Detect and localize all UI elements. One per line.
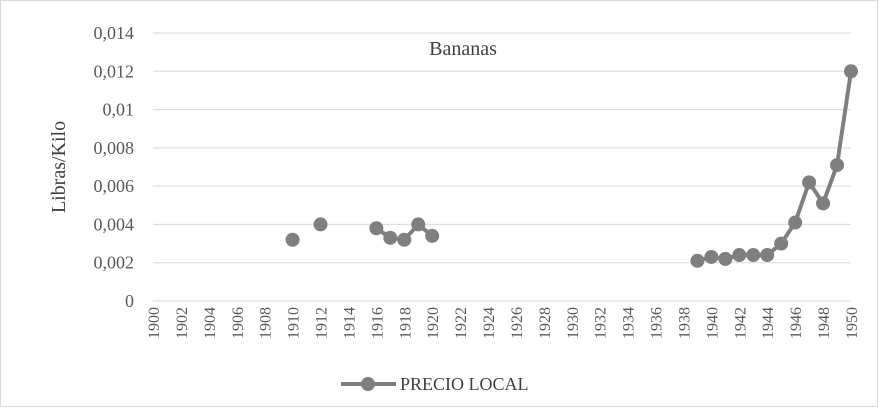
x-tick-label: 1942 (732, 307, 749, 339)
gridlines (153, 32, 851, 264)
x-tick-label: 1944 (760, 307, 777, 339)
data-point (788, 215, 803, 230)
x-tick-label: 1904 (202, 307, 219, 339)
x-tick-label: 1912 (314, 307, 331, 339)
series-lines (374, 69, 853, 263)
data-point (397, 232, 412, 247)
y-tick-label: 0,01 (103, 100, 135, 120)
y-tick-label: 0,014 (94, 23, 135, 43)
x-tick-label: 1932 (593, 307, 610, 339)
x-tick-label: 1930 (565, 307, 582, 339)
data-point (369, 221, 384, 236)
x-tick-label: 1934 (621, 307, 638, 339)
x-tick-label: 1950 (844, 307, 861, 339)
data-point (425, 228, 440, 243)
data-point (313, 217, 328, 232)
x-tick-label: 1922 (453, 307, 470, 339)
series-segment (793, 180, 812, 225)
data-point (760, 248, 775, 263)
data-point (774, 236, 789, 251)
x-axis-ticks: 1900 1902 1904 1906 1908 1910 1912 1914 1916 1918… (146, 307, 861, 339)
y-tick-label: 0,004 (94, 214, 135, 234)
legend-label: PRECIO LOCAL (400, 374, 529, 394)
data-point (802, 175, 817, 190)
legend: PRECIO LOCAL (341, 374, 529, 394)
y-tick-label: 0,002 (94, 253, 135, 273)
x-tick-label: 1940 (704, 307, 721, 339)
data-point (732, 248, 747, 263)
x-tick-label: 1928 (537, 307, 554, 339)
x-tick-label: 1918 (397, 307, 414, 339)
chart-title: Bananas (429, 38, 497, 60)
y-axis-label: Libras/Kilo (48, 121, 70, 213)
x-tick-label: 1936 (649, 307, 666, 339)
x-tick-label: 1916 (369, 307, 386, 339)
legend-marker (361, 377, 375, 391)
data-point (285, 232, 300, 247)
x-tick-label: 1902 (174, 307, 191, 339)
series-segment (835, 69, 853, 168)
y-tick-label: 0,012 (94, 61, 135, 81)
x-tick-label: 1914 (341, 307, 358, 339)
data-point (746, 248, 761, 263)
x-tick-label: 1910 (286, 307, 303, 339)
x-tick-label: 1926 (509, 307, 526, 339)
y-tick-label: 0,006 (94, 176, 135, 196)
x-tick-label: 1920 (425, 307, 442, 339)
x-tick-label: 1908 (258, 307, 275, 339)
data-point (830, 158, 845, 173)
x-tick-label: 1900 (146, 307, 163, 339)
x-tick-label: 1946 (788, 307, 805, 339)
x-tick-label: 1938 (676, 307, 693, 339)
data-point (844, 64, 858, 79)
data-point (704, 249, 719, 264)
y-axis-ticks: 0 0,002 0,004 0,006 0,008 0,01 0,012 0,014 (94, 23, 135, 311)
series-points (285, 64, 858, 268)
x-tick-label: 1924 (481, 307, 498, 339)
x-tick-label: 1948 (816, 307, 833, 339)
y-tick-label: 0 (125, 291, 134, 311)
data-point (690, 253, 705, 268)
data-point (411, 217, 426, 232)
data-point (383, 230, 398, 245)
data-point (718, 251, 733, 266)
data-point (816, 196, 831, 211)
y-tick-label: 0,008 (94, 138, 135, 158)
x-tick-label: 1906 (230, 307, 247, 339)
